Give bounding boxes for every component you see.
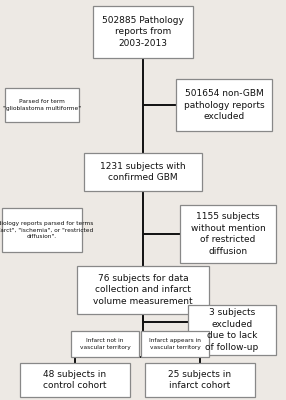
Text: Infarct not in
vascular territory: Infarct not in vascular territory — [80, 338, 130, 350]
FancyBboxPatch shape — [188, 305, 276, 355]
Text: 3 subjects
excluded
due to lack
of follow-up: 3 subjects excluded due to lack of follo… — [205, 308, 259, 352]
Text: Radiology reports parsed for terms
"infarct", "ischemia", or "restricted
diffusi: Radiology reports parsed for terms "infa… — [0, 221, 94, 239]
Text: 502885 Pathology
reports from
2003-2013: 502885 Pathology reports from 2003-2013 — [102, 16, 184, 48]
Text: Infarct appears in
vascular territory: Infarct appears in vascular territory — [149, 338, 201, 350]
FancyBboxPatch shape — [20, 363, 130, 397]
FancyBboxPatch shape — [84, 153, 202, 191]
Text: 25 subjects in
infarct cohort: 25 subjects in infarct cohort — [168, 370, 232, 390]
Text: 48 subjects in
control cohort: 48 subjects in control cohort — [43, 370, 107, 390]
FancyBboxPatch shape — [5, 88, 79, 122]
FancyBboxPatch shape — [93, 6, 193, 58]
FancyBboxPatch shape — [71, 331, 139, 357]
Text: 1155 subjects
without mention
of restricted
diffusion: 1155 subjects without mention of restric… — [191, 212, 265, 256]
Text: 1231 subjects with
confirmed GBM: 1231 subjects with confirmed GBM — [100, 162, 186, 182]
FancyBboxPatch shape — [77, 266, 209, 314]
Text: Parsed for term
"glioblastoma multiforme": Parsed for term "glioblastoma multiforme… — [3, 99, 81, 111]
FancyBboxPatch shape — [141, 331, 209, 357]
FancyBboxPatch shape — [2, 208, 82, 252]
Text: 501654 non-GBM
pathology reports
excluded: 501654 non-GBM pathology reports exclude… — [184, 89, 264, 121]
FancyBboxPatch shape — [176, 79, 272, 131]
FancyBboxPatch shape — [145, 363, 255, 397]
Text: 76 subjects for data
collection and infarct
volume measurement: 76 subjects for data collection and infa… — [93, 274, 193, 306]
FancyBboxPatch shape — [180, 205, 276, 263]
